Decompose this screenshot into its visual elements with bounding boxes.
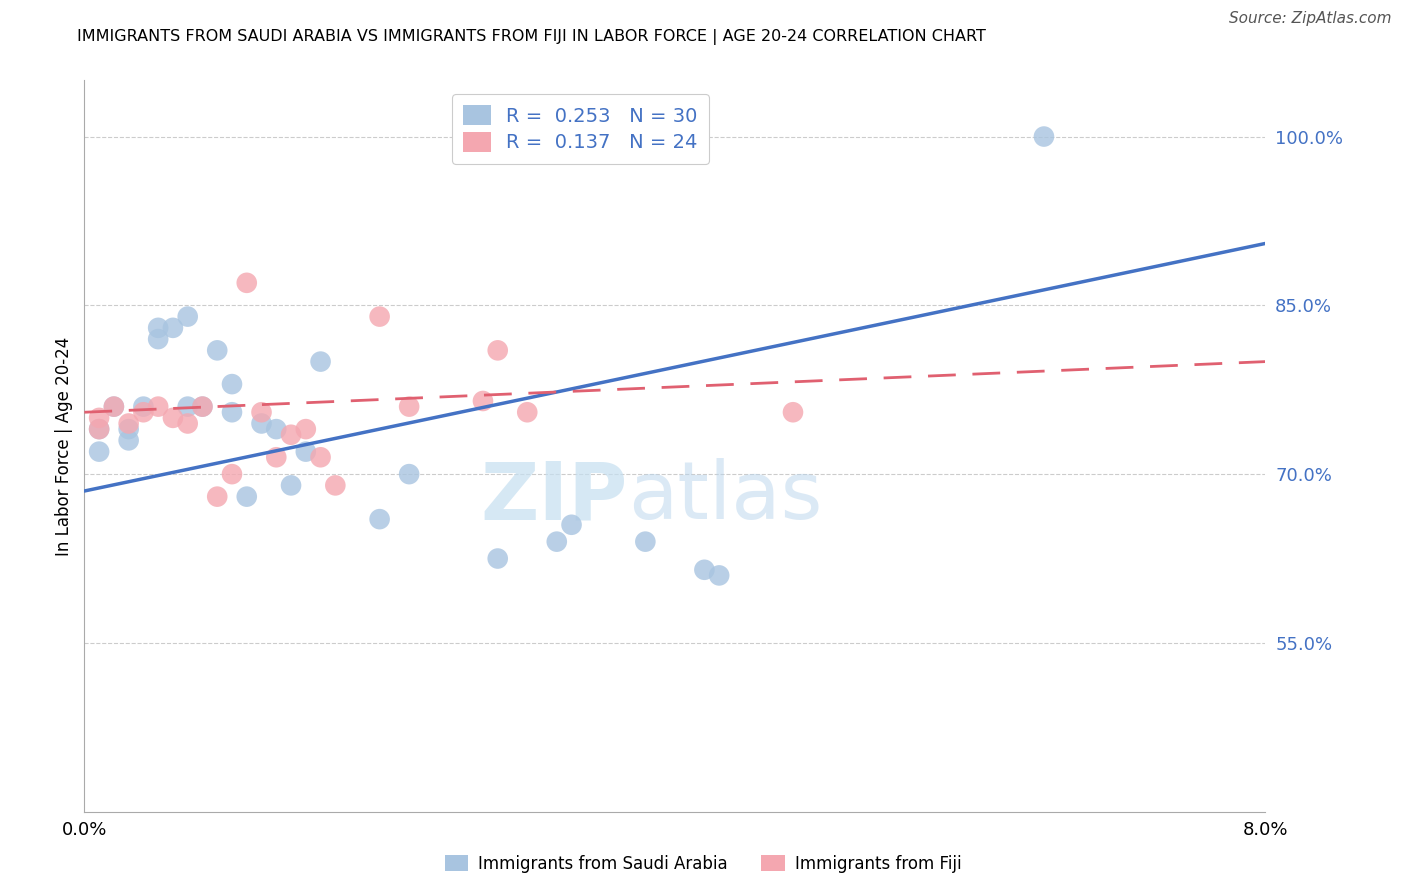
Point xyxy=(1033,129,1056,144)
Point xyxy=(264,450,288,465)
Point xyxy=(132,405,155,419)
Point xyxy=(250,405,273,419)
Point xyxy=(546,534,568,549)
Text: IMMIGRANTS FROM SAUDI ARABIA VS IMMIGRANTS FROM FIJI IN LABOR FORCE | AGE 20-24 : IMMIGRANTS FROM SAUDI ARABIA VS IMMIGRAN… xyxy=(77,29,986,45)
Text: Source: ZipAtlas.com: Source: ZipAtlas.com xyxy=(1229,11,1392,26)
Point xyxy=(177,417,200,431)
Point xyxy=(87,422,111,436)
Point xyxy=(207,343,229,358)
Point xyxy=(325,478,347,492)
Point xyxy=(87,410,111,425)
Point xyxy=(516,405,538,419)
Point xyxy=(368,512,391,526)
Point xyxy=(87,444,111,458)
Point xyxy=(148,400,170,414)
Point xyxy=(264,422,288,436)
Point xyxy=(693,563,716,577)
Point xyxy=(148,321,170,335)
Text: ZIP: ZIP xyxy=(481,458,627,536)
Point xyxy=(309,450,332,465)
Point xyxy=(280,427,302,442)
Point xyxy=(103,400,125,414)
Point xyxy=(191,400,214,414)
Point xyxy=(472,394,495,409)
Y-axis label: In Labor Force | Age 20-24: In Labor Force | Age 20-24 xyxy=(55,336,73,556)
Point xyxy=(221,467,243,482)
Text: atlas: atlas xyxy=(627,458,823,536)
Legend: R =  0.253   N = 30, R =  0.137   N = 24: R = 0.253 N = 30, R = 0.137 N = 24 xyxy=(451,94,709,164)
Point xyxy=(221,405,243,419)
Point xyxy=(103,400,125,414)
Point xyxy=(486,343,509,358)
Point xyxy=(368,310,391,324)
Point xyxy=(782,405,804,419)
Point xyxy=(177,310,200,324)
Point xyxy=(398,467,420,482)
Point xyxy=(295,444,318,458)
Point xyxy=(309,354,332,368)
Point xyxy=(235,490,259,504)
Point xyxy=(177,400,200,414)
Point xyxy=(118,434,141,448)
Point xyxy=(118,422,141,436)
Point xyxy=(191,400,214,414)
Point xyxy=(709,568,731,582)
Point xyxy=(561,517,583,532)
Point xyxy=(87,422,111,436)
Point xyxy=(162,321,184,335)
Point xyxy=(250,417,273,431)
Legend: Immigrants from Saudi Arabia, Immigrants from Fiji: Immigrants from Saudi Arabia, Immigrants… xyxy=(439,848,967,880)
Point xyxy=(118,417,141,431)
Point xyxy=(295,422,318,436)
Point xyxy=(162,410,184,425)
Point xyxy=(235,276,259,290)
Point xyxy=(486,551,509,566)
Point xyxy=(132,400,155,414)
Point xyxy=(207,490,229,504)
Point xyxy=(398,400,420,414)
Point xyxy=(280,478,302,492)
Point xyxy=(634,534,657,549)
Point xyxy=(148,332,170,346)
Point xyxy=(221,377,243,392)
